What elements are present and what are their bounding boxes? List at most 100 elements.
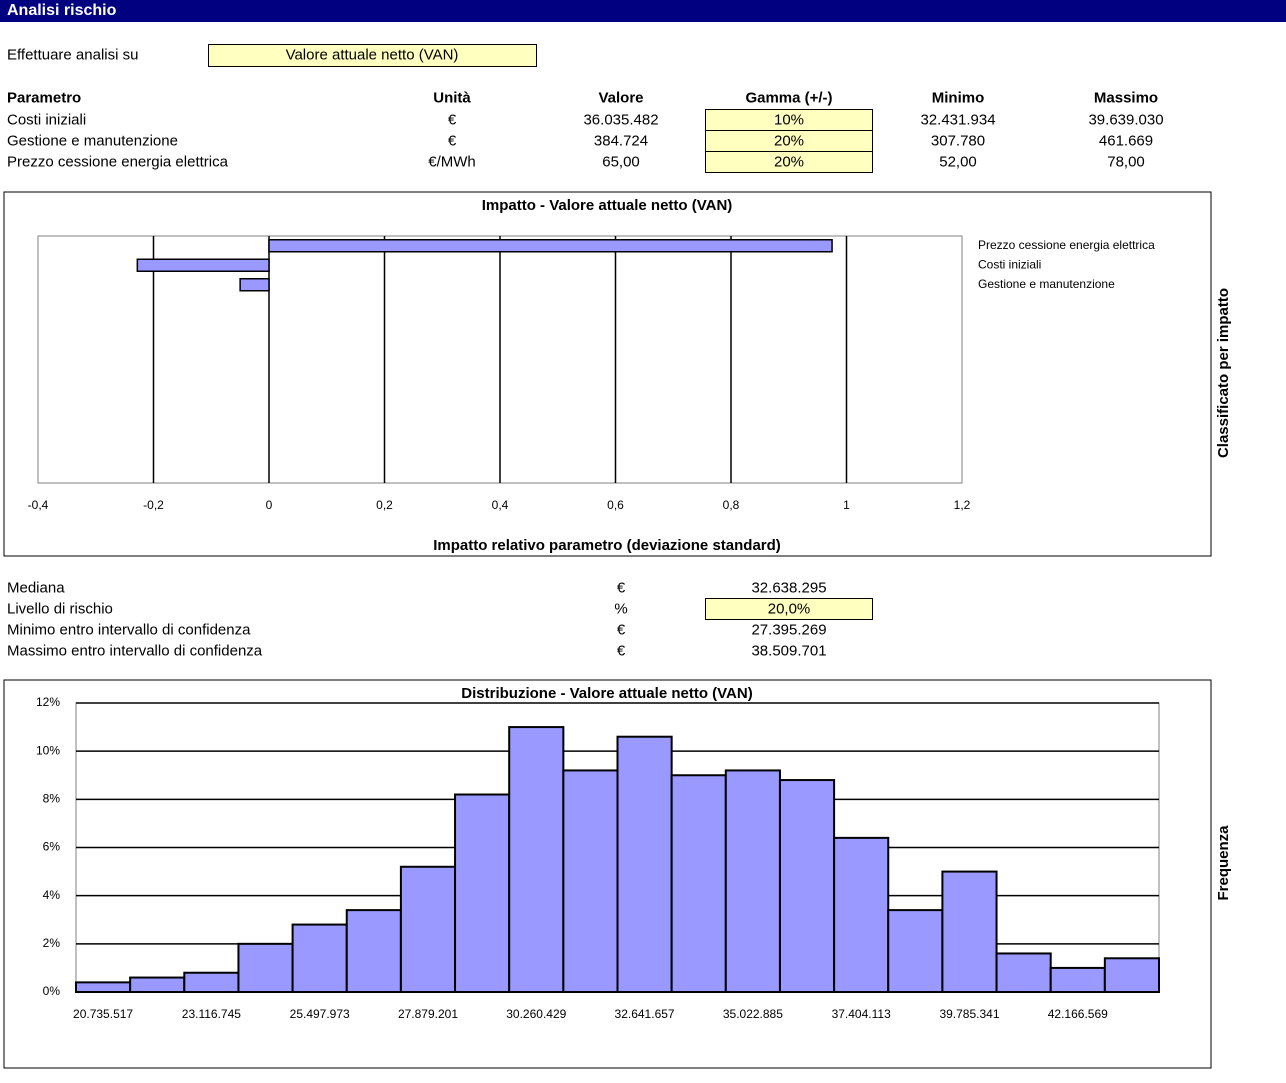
x-tick-label: 0,2 [376,498,393,512]
cell[interactable]: 20,0% [767,600,811,618]
selector-value[interactable]: Valore attuale netto (VAN) [285,46,459,64]
cell: Costi iniziali [7,111,87,129]
bar [345,909,402,993]
category-label: Costi iniziali [978,257,1041,271]
category-label: Prezzo cessione energia elettrica [978,238,1155,252]
x-axis-title: Impatto relativo parametro (deviazione s… [433,537,781,554]
input-box[interactable] [705,598,873,620]
bar [291,923,348,993]
bar [454,793,511,993]
x-tick-label: 1 [843,498,850,512]
bar [136,258,270,272]
cell: € [616,621,626,639]
cell[interactable]: 10% [773,111,805,129]
bar [670,774,727,993]
x-tick-label: 37.404.113 [832,1007,891,1021]
cell: € [447,111,457,129]
x-tick-label: 30.260.429 [506,1007,566,1021]
x-tick-label: 39.785.341 [939,1007,999,1021]
cell: 32.431.934 [920,111,996,129]
x-tick-label: 0 [266,498,273,512]
chart-title: Impatto - Valore attuale netto (VAN) [482,197,733,214]
bar [616,735,673,994]
cell[interactable]: 20% [773,153,805,171]
bar [183,971,240,994]
bar [268,239,833,253]
cell: 32.638.295 [751,579,827,597]
bar [724,769,781,994]
x-tick-label: 27.879.201 [398,1007,458,1021]
x-tick-label: -0,2 [143,498,164,512]
x-tick-label: 0,8 [723,498,740,512]
cell: Prezzo cessione energia elettrica [7,153,228,171]
x-tick-label: 0,4 [492,498,509,512]
bar [778,779,836,993]
column-header: Unità [433,89,471,107]
bar [562,769,619,994]
cell: 36.035.482 [583,111,659,129]
column-header: Gamma (+/-) [745,89,833,107]
cell: 384.724 [593,132,649,150]
y-tick-label: 8% [43,792,61,806]
column-header: Valore [598,89,644,107]
y-tick-label: 6% [43,840,61,854]
cell: Livello di rischio [7,600,113,618]
bar [399,865,457,993]
x-tick-label: 32.641.657 [615,1007,675,1021]
y-tick-label: 12% [36,695,60,709]
x-tick-label: 35.022.885 [723,1007,783,1021]
cell: €/MWh [428,153,476,171]
cell: Massimo entro intervallo di confidenza [7,642,263,660]
cell: € [447,132,457,150]
cell: % [614,600,628,618]
selector-label: Effettuare analisi su [7,46,139,64]
bar [887,909,944,993]
cell: 307.780 [930,132,986,150]
y-axis-title: Frequenza [1215,825,1232,901]
y-tick-label: 4% [43,888,61,902]
x-tick-label: 1,2 [954,498,971,512]
bar [941,870,998,993]
cell: 461.669 [1098,132,1154,150]
y-axis-title: Classificato per impatto [1215,288,1232,458]
column-header: Massimo [1093,89,1159,107]
y-tick-label: 2% [43,936,61,950]
bar [1049,966,1106,994]
cell: € [616,642,626,660]
y-tick-label: 10% [36,743,60,757]
chart-title: Distribuzione - Valore attuale netto (VA… [461,685,752,702]
bar [237,942,294,993]
cell: € [616,579,626,597]
bar [833,836,890,993]
cell: 38.509.701 [751,642,827,660]
chart-frame [3,679,1212,1069]
cell: Mediana [7,579,65,597]
cell: 78,00 [1107,153,1145,171]
chart-frame [3,191,1212,557]
column-header: Parametro [7,89,82,107]
bar [1103,957,1160,993]
x-tick-label: 0,6 [607,498,624,512]
bar [129,976,186,993]
sheet-title: Analisi rischio [7,2,117,19]
bar [508,726,565,993]
x-tick-label: -0,4 [28,498,49,512]
bar [75,981,132,993]
bar [239,278,270,292]
selector-box[interactable] [208,44,537,67]
cell: Minimo entro intervallo di confidenza [7,621,251,639]
category-label: Gestione e manutenzione [978,277,1115,291]
cell: 52,00 [939,153,977,171]
bar [995,952,1052,994]
x-tick-label: 25.497.973 [290,1007,350,1021]
cell: Gestione e manutenzione [7,132,178,150]
cell[interactable]: 20% [773,132,805,150]
x-tick-label: 42.166.569 [1048,1007,1108,1021]
title-bar [0,0,1286,22]
cell: 39.639.030 [1088,111,1164,129]
cell: 27.395.269 [751,621,827,639]
column-header: Minimo [931,89,985,107]
input-box[interactable] [705,151,873,173]
